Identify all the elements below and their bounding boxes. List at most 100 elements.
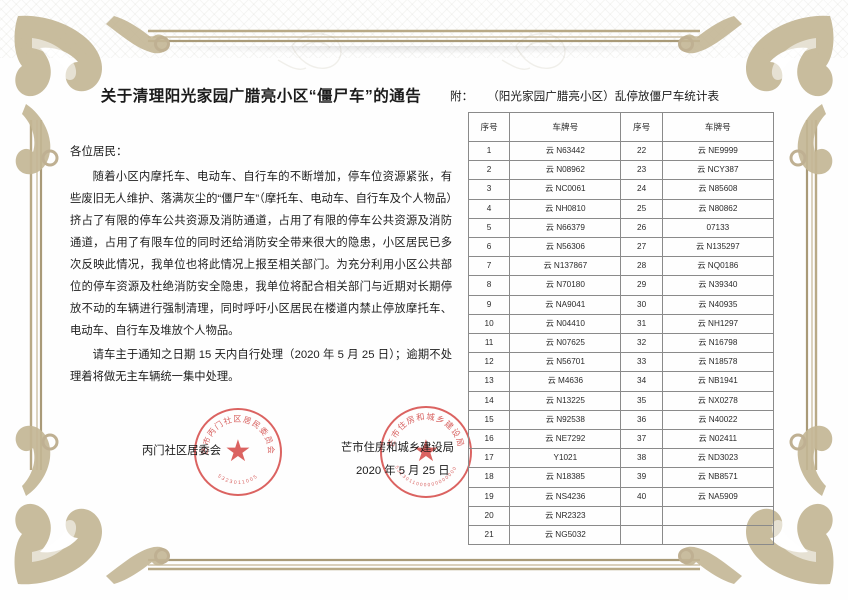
cell-index-right: 39 <box>620 467 663 488</box>
cell-index-left: 2 <box>467 160 511 181</box>
table-row: 20 云 NR2323 <box>467 505 775 527</box>
cell-index-right: 35 <box>620 390 663 411</box>
cell-index-right: 22 <box>620 140 663 162</box>
cell-plate-left: 云 N92538 <box>509 409 622 431</box>
cell-plate-left: 云 N18385 <box>509 467 622 488</box>
cell-index-left: 9 <box>467 294 511 315</box>
cell-index-right: 38 <box>620 448 663 469</box>
signature-block: 芒市丙门社区居民委员会 5323011005 ★ 芒市住房和城乡建设局 <box>56 406 472 526</box>
attachment-heading: 附： （阳光家园广腊亮小区）乱停放僵尸车统计表 <box>450 88 792 104</box>
cell-index-right: 34 <box>620 371 663 392</box>
cell-plate-left: 云 N04410 <box>509 313 622 335</box>
cell-plate-right: 云 N135297 <box>661 237 775 258</box>
cell-index-left: 16 <box>467 429 511 450</box>
table-row: 19 云 NS4236 40 云 NA5909 <box>467 486 775 507</box>
cell-plate-left: 云 N66379 <box>509 217 622 239</box>
cell-plate-left: 云 N63442 <box>509 140 622 162</box>
content-area: 关于清理阳光家园广腊亮小区“僵尸车”的通告 各位居民： 随着小区内摩托车、电动车… <box>56 66 792 546</box>
table-row: 18 云 N18385 39 云 NB8571 <box>467 467 775 488</box>
notice-paragraph-2: 请车主于通知之日期 15 天内自行处理（2020 年 5 月 25 日）；逾期不… <box>70 348 452 383</box>
seal-right-star: ★ <box>412 435 440 468</box>
cell-plate-right: 云 NX0278 <box>661 390 775 411</box>
table-row: 21 云 NG5032 <box>467 525 775 546</box>
cell-plate-right <box>661 505 775 527</box>
seal-right-rim-text: 芒市住房和城乡建设局 5323011000000000000 <box>386 411 466 488</box>
salutation: 各位居民： <box>70 146 128 158</box>
official-seal-left: 芒市丙门社区居民委员会 5323011005 ★ <box>194 408 282 496</box>
column-header-index-right: 序号 <box>620 112 663 142</box>
seal-left-star: ★ <box>224 435 252 468</box>
cell-plate-right: 云 N80862 <box>661 198 775 219</box>
cell-plate-right: 云 N85608 <box>661 179 775 200</box>
cell-plate-left: 云 NE7292 <box>509 429 622 450</box>
table-row: 16 云 NE7292 37 云 N02411 <box>467 429 775 450</box>
cell-index-left: 4 <box>467 198 511 219</box>
table-row: 11 云 N07625 32 云 N16798 <box>467 333 775 354</box>
cell-index-left: 14 <box>467 390 511 411</box>
cell-plate-right: 云 N02411 <box>661 429 775 450</box>
cell-index-right: 27 <box>620 237 663 258</box>
cell-plate-right: 云 NB1941 <box>661 371 775 392</box>
cell-plate-left: 云 NR2323 <box>509 505 622 527</box>
official-seal-right: 芒市住房和城乡建设局 5323011000000000000 ★ <box>380 406 472 498</box>
seal-left-rim-text: 芒市丙门社区居民委员会 5323011005 <box>200 414 276 486</box>
cell-index-left: 7 <box>467 256 511 277</box>
cell-index-right: 40 <box>620 486 663 507</box>
table-row: 10 云 N04410 31 云 NH1297 <box>467 313 775 335</box>
cell-index-left: 18 <box>467 467 511 488</box>
cell-index-left: 11 <box>467 333 511 354</box>
cell-index-left: 20 <box>467 505 511 527</box>
cell-index-left: 5 <box>467 217 511 239</box>
table-row: 14 云 N13225 35 云 NX0278 <box>467 390 775 411</box>
attachment-title: （阳光家园广腊亮小区）乱停放僵尸车统计表 <box>487 90 720 103</box>
cell-plate-left: 云 NG5032 <box>509 525 622 546</box>
column-header-plate-left: 车牌号 <box>509 112 622 142</box>
cell-index-left: 3 <box>467 179 511 200</box>
table-header-row: 序号 车牌号 序号 车牌号 <box>467 112 775 142</box>
page-title: 关于清理阳光家园广腊亮小区“僵尸车”的通告 <box>100 88 422 105</box>
cell-index-right: 28 <box>620 256 663 277</box>
cell-plate-left: 云 M4636 <box>509 371 622 392</box>
svg-text:5323011005: 5323011005 <box>216 473 259 486</box>
cell-index-right <box>620 525 663 546</box>
attachment-label: 附： <box>450 90 474 103</box>
cell-plate-right: 云 NA5909 <box>661 486 775 507</box>
cell-index-right: 30 <box>620 294 663 315</box>
cell-index-right: 26 <box>620 217 663 239</box>
cell-plate-left: 云 N70180 <box>509 275 622 296</box>
cell-plate-left: 云 N56701 <box>509 352 622 373</box>
cell-index-left: 17 <box>467 448 511 469</box>
cell-index-left: 12 <box>467 352 511 373</box>
cell-index-left: 6 <box>467 237 511 258</box>
cell-index-left: 15 <box>467 409 511 431</box>
cell-plate-left: 云 NC0061 <box>509 179 622 200</box>
cell-plate-left: 云 N08962 <box>509 160 622 181</box>
cell-plate-right: 云 NCY387 <box>661 160 775 181</box>
notice-column: 关于清理阳光家园广腊亮小区“僵尸车”的通告 各位居民： 随着小区内摩托车、电动车… <box>56 66 456 388</box>
cell-plate-left: 云 N13225 <box>509 390 622 411</box>
cell-plate-right: 07133 <box>661 217 775 239</box>
cell-index-right <box>620 505 663 527</box>
page-top-shadow <box>120 46 740 54</box>
cell-index-left: 21 <box>467 525 511 546</box>
cell-index-left: 10 <box>467 313 511 335</box>
column-header-index-left: 序号 <box>467 112 511 142</box>
cell-plate-right: 云 NH1297 <box>661 313 775 335</box>
cell-plate-right: 云 NE9999 <box>661 140 775 162</box>
cell-index-right: 37 <box>620 429 663 450</box>
cell-plate-left: 云 NA9041 <box>509 294 622 315</box>
notice-paragraph-1: 随着小区内摩托车、电动车、自行车的不断增加，停车位资源紧张，有些废旧无人维护、落… <box>70 170 452 337</box>
cell-plate-left: 云 NH0810 <box>509 198 622 219</box>
cell-plate-right: 云 N40935 <box>661 294 775 315</box>
cell-plate-right <box>661 525 775 546</box>
cell-plate-right: 云 N16798 <box>661 333 775 354</box>
cell-plate-left: Y1021 <box>509 448 622 469</box>
